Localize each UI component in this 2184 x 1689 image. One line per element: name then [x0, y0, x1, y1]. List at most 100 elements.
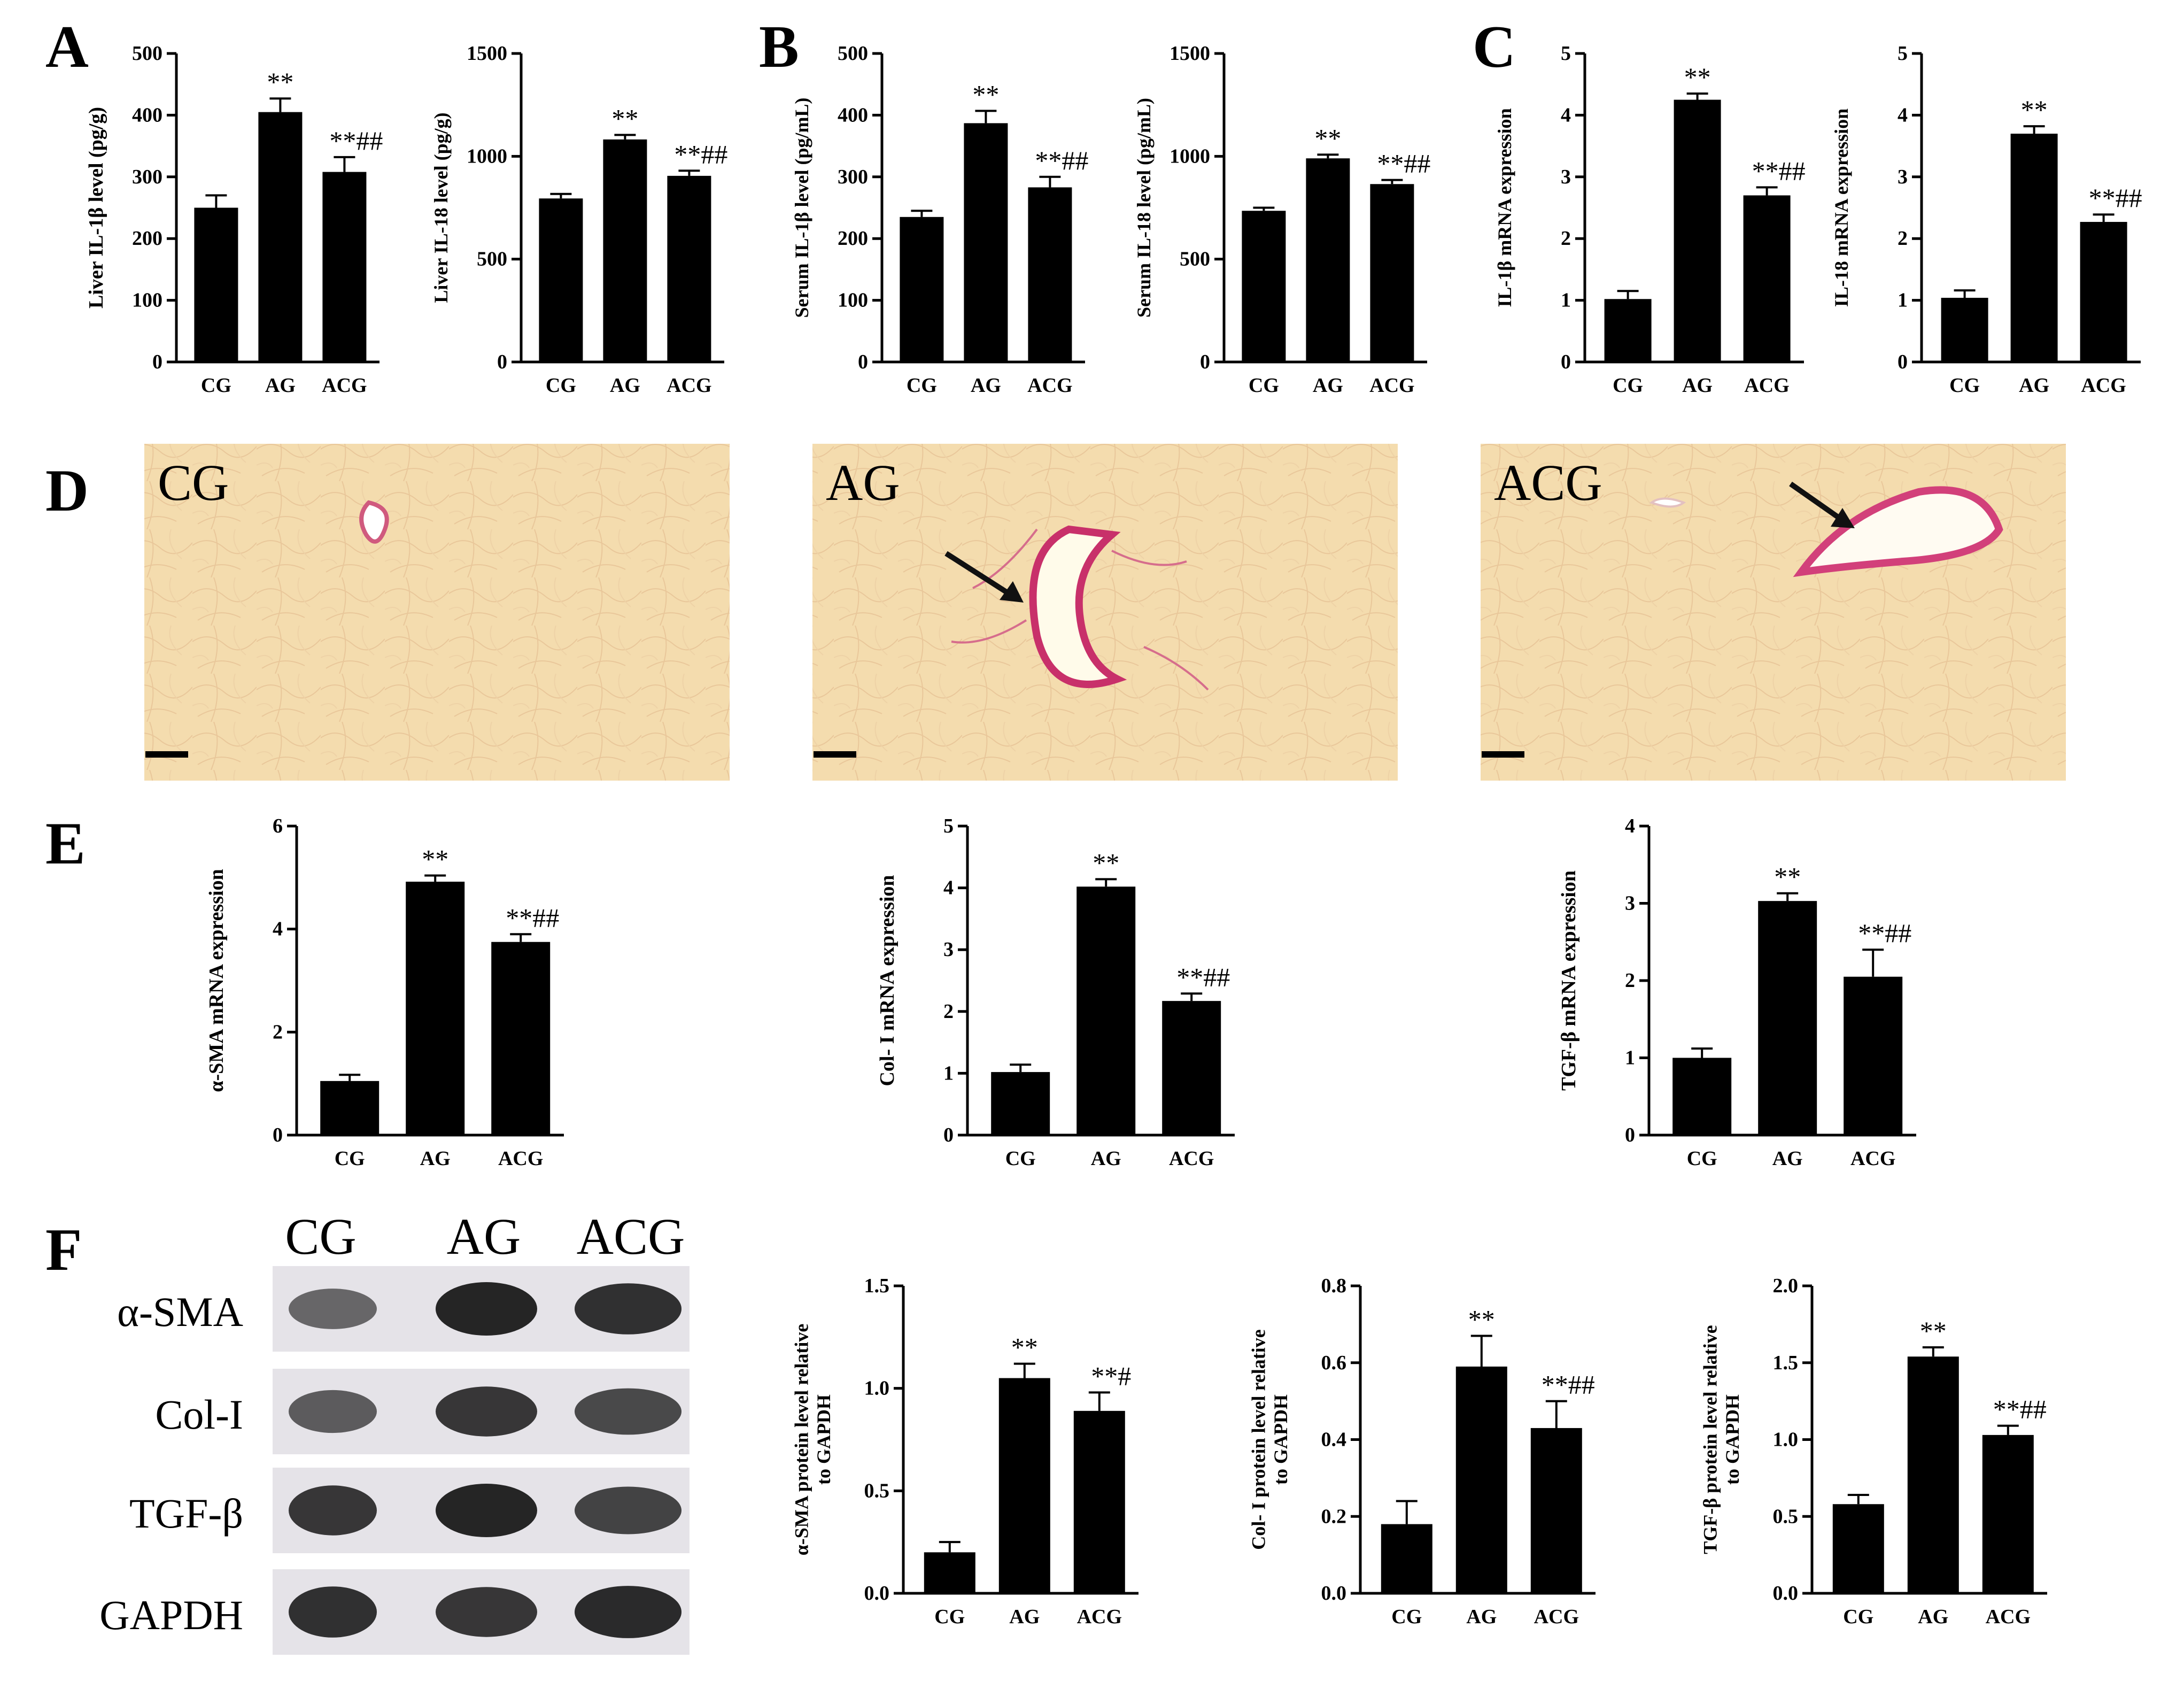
x-tick-label: AG [1009, 1606, 1040, 1628]
bar-cg [924, 1552, 975, 1593]
y-tick-label: 0 [152, 351, 162, 373]
y-tick-label: 4 [1898, 104, 1908, 126]
y-tick-label: 2.0 [1773, 1275, 1799, 1297]
y-tick-label: 2 [1561, 227, 1571, 250]
x-tick-label: ACG [2081, 374, 2126, 397]
blot-band [436, 1386, 537, 1437]
x-tick-label: ACG [1534, 1606, 1579, 1628]
y-axis-title: Serum IL-1β level (pg/mL) [791, 98, 812, 318]
x-tick-label: AG [1313, 374, 1343, 397]
tissue-image [812, 444, 1398, 781]
y-tick-label: 1.0 [1773, 1429, 1799, 1451]
y-tick-label: 4 [943, 877, 954, 899]
y-tick-label: 2 [273, 1021, 283, 1043]
significance-marker: ** [2021, 95, 2048, 125]
y-tick-label: 0.0 [1321, 1582, 1347, 1605]
significance-marker: **## [1858, 918, 1911, 948]
chart-e1: 0 2 4 6 α-SMA mRNA expression CG AG ** ACG **## [205, 815, 564, 1170]
y-axis-title: Serum IL-18 level (pg/mL) [1133, 98, 1155, 318]
y-tick-label: 0.6 [1321, 1352, 1347, 1374]
blot-row-0: α-SMA [117, 1266, 690, 1352]
panel-letter-c: C [1473, 14, 1516, 80]
bar-ag [1907, 1356, 1959, 1593]
y-tick-label: 3 [1561, 166, 1571, 188]
y-tick-label: 5 [943, 815, 954, 837]
bar-acg [1028, 187, 1072, 362]
blot-row-label: α-SMA [117, 1289, 243, 1335]
blot-band [289, 1485, 377, 1536]
bar-cg [1672, 1058, 1732, 1135]
y-tick-label: 300 [132, 166, 162, 188]
bar-ag [406, 882, 465, 1135]
significance-marker: ** [1093, 847, 1119, 877]
x-tick-label: AG [1682, 374, 1713, 397]
scale-bar [145, 751, 188, 758]
bar-ag [2010, 134, 2058, 362]
bar-ag [1674, 99, 1721, 363]
blot-row-2: TGF-β [129, 1468, 690, 1553]
x-tick-label: AG [610, 374, 640, 397]
y-axis-title: Col- I mRNA expression [876, 875, 899, 1086]
x-tick-label: CG [1949, 374, 1980, 397]
y-tick-label: 3 [1898, 166, 1908, 188]
y-tick-label: 200 [132, 227, 162, 250]
y-tick-label: 500 [477, 248, 507, 271]
bar-cg [900, 217, 944, 362]
significance-marker: ** [422, 844, 448, 874]
y-tick-label: 5 [1561, 42, 1571, 65]
x-tick-label: AG [420, 1147, 451, 1170]
y-axis-title: Col- I protein level relativeto GAPDH [1248, 1329, 1291, 1550]
chart-a2: 0 500 1000 1500 Liver IL-18 level (pg/g) CG AG… [430, 42, 727, 397]
x-tick-label: AG [1772, 1147, 1803, 1170]
x-tick-label: ACG [498, 1147, 543, 1170]
blot-band [436, 1484, 537, 1537]
x-tick-label: CG [934, 1606, 965, 1628]
bar-cg [1381, 1524, 1432, 1593]
bar-cg [1832, 1504, 1884, 1593]
y-tick-label: 0.0 [864, 1582, 890, 1605]
bar-ag [1758, 901, 1817, 1135]
x-tick-label: ACG [1744, 374, 1789, 397]
y-tick-label: 6 [273, 815, 283, 837]
y-tick-label: 0 [1200, 351, 1210, 373]
x-tick-label: CG [907, 374, 937, 397]
y-tick-label: 2 [1898, 227, 1908, 250]
blot-band [575, 1283, 681, 1335]
panel-letter-e: E [45, 811, 86, 877]
chart-f3: 0.0 0.5 1.0 1.5 2.0 TGF-β protein level relat… [1699, 1275, 2047, 1628]
bar-acg [491, 942, 551, 1135]
y-tick-label: 100 [132, 289, 162, 312]
x-tick-label: AG [2019, 374, 2049, 397]
blot-row-3: GAPDH [99, 1569, 690, 1655]
vessel-wall [1793, 486, 2003, 577]
blot-band [436, 1587, 537, 1637]
y-tick-label: 1000 [1170, 145, 1210, 167]
chart-c2: 0 1 2 3 4 5 IL-18 mRNA expression CG AG ** ACG **## [1831, 42, 2142, 397]
micrograph-panel-d: CG AG ACG [144, 444, 2066, 781]
y-axis-title: Liver IL-1β level (pg/g) [85, 107, 107, 309]
y-tick-label: 5 [1898, 42, 1908, 65]
y-tick-label: 1 [1561, 289, 1571, 312]
y-tick-label: 2 [943, 1000, 954, 1023]
bar-acg [1370, 184, 1414, 362]
y-axis-title: TGF-β protein level relativeto GAPDH [1699, 1325, 1742, 1554]
y-tick-label: 1.0 [864, 1377, 890, 1400]
blot-row-label: TGF-β [129, 1490, 243, 1537]
y-axis-title: α-SMA protein level relativeto GAPDH [791, 1324, 834, 1556]
western-blot-panel-f: CG AG ACG α-SMA Col-I TGF-β GAPDH [99, 1208, 690, 1655]
x-tick-label: CG [546, 374, 576, 397]
chart-a1: 0 100 200 300 400 500 Liver IL-1β level (pg/g)… [85, 42, 383, 397]
significance-marker: ** [1011, 1332, 1038, 1362]
y-axis-title: α-SMA mRNA expression [205, 869, 228, 1092]
fibrotic-vessel [1029, 525, 1127, 688]
bar-cg [1242, 211, 1286, 362]
bar-cg [320, 1081, 380, 1135]
blot-band [289, 1586, 377, 1638]
bar-acg [2080, 222, 2127, 362]
x-tick-label: ACG [1077, 1606, 1122, 1628]
chart-b1: 0 100 200 300 400 500 Serum IL-1β level (pg/mL… [791, 42, 1088, 397]
y-tick-label: 500 [132, 42, 162, 65]
y-tick-label: 0 [1561, 351, 1571, 373]
significance-marker: ** [1468, 1304, 1495, 1334]
